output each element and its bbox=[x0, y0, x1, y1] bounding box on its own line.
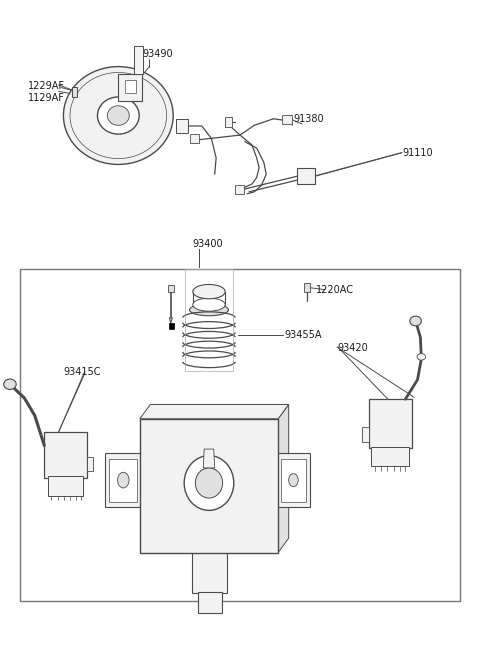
Ellipse shape bbox=[184, 456, 234, 510]
Text: 1220AC: 1220AC bbox=[316, 285, 354, 295]
Bar bbox=[277, 453, 310, 507]
Bar bbox=[304, 283, 310, 291]
Bar bbox=[21, 269, 459, 601]
Text: 1229AF: 1229AF bbox=[28, 81, 65, 91]
Bar bbox=[72, 88, 77, 97]
Bar bbox=[185, 269, 233, 371]
Text: 1129AF: 1129AF bbox=[28, 93, 64, 103]
Bar bbox=[198, 591, 222, 612]
Circle shape bbox=[118, 472, 129, 488]
Text: 93490: 93490 bbox=[142, 48, 173, 59]
Text: 93455A: 93455A bbox=[284, 330, 322, 341]
Text: 93420: 93420 bbox=[338, 343, 369, 353]
Ellipse shape bbox=[195, 468, 223, 498]
Bar bbox=[297, 168, 315, 184]
Text: 93400: 93400 bbox=[192, 239, 223, 250]
Text: 93415C: 93415C bbox=[63, 367, 101, 377]
Polygon shape bbox=[203, 449, 215, 468]
Ellipse shape bbox=[108, 105, 129, 125]
Bar bbox=[106, 453, 141, 507]
Bar bbox=[281, 458, 306, 502]
Bar bbox=[140, 419, 278, 553]
Bar bbox=[118, 74, 142, 101]
Text: 91380: 91380 bbox=[293, 114, 324, 124]
Bar bbox=[176, 119, 188, 133]
Ellipse shape bbox=[4, 379, 16, 390]
Bar bbox=[48, 476, 84, 496]
Bar bbox=[168, 285, 174, 291]
Text: 91110: 91110 bbox=[402, 148, 433, 158]
Bar bbox=[169, 323, 174, 329]
Bar bbox=[134, 47, 143, 74]
Bar bbox=[192, 551, 227, 593]
Ellipse shape bbox=[417, 354, 426, 360]
Ellipse shape bbox=[97, 97, 139, 134]
Bar bbox=[371, 447, 409, 466]
Ellipse shape bbox=[70, 73, 167, 159]
Ellipse shape bbox=[193, 284, 225, 299]
Bar bbox=[190, 134, 199, 143]
Polygon shape bbox=[140, 404, 288, 419]
Bar bbox=[44, 432, 87, 477]
Polygon shape bbox=[278, 404, 288, 553]
Ellipse shape bbox=[190, 304, 228, 316]
Ellipse shape bbox=[410, 316, 421, 326]
Bar bbox=[235, 185, 244, 194]
Bar bbox=[362, 427, 369, 441]
Bar bbox=[109, 458, 137, 502]
Circle shape bbox=[288, 474, 298, 487]
Bar bbox=[282, 115, 291, 124]
Bar bbox=[124, 80, 136, 93]
Bar bbox=[225, 117, 232, 126]
Bar bbox=[369, 400, 412, 448]
Ellipse shape bbox=[193, 298, 225, 311]
Bar bbox=[87, 457, 94, 471]
Ellipse shape bbox=[63, 67, 173, 164]
